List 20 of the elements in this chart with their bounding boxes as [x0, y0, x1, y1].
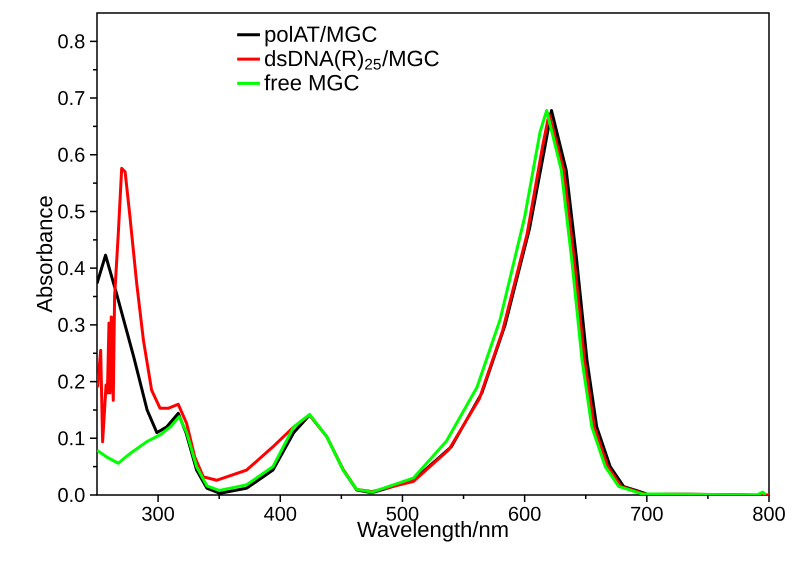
y-tick-label: 0.4 [58, 261, 85, 276]
y-tick-label: 0.5 [58, 204, 84, 219]
y-tick-label: 0.2 [58, 374, 84, 389]
legend-label: free MGC [264, 74, 359, 91]
x-tick-label: 300 [142, 506, 174, 521]
y-tick-label: 0.0 [58, 488, 84, 502]
x-tick-label: 500 [386, 506, 418, 521]
x-tick-label: 600 [508, 506, 541, 521]
y-tick-label: 0.3 [58, 318, 84, 332]
legend-label: dsDNA(R)$_{25}$/MGC [265, 50, 439, 71]
legend-label: polAT/MGC [266, 26, 377, 46]
y-tick-label: 0.7 [58, 90, 84, 106]
y-tick-label: 0.1 [58, 431, 84, 446]
y-tick-label: 0.8 [58, 34, 84, 48]
x-tick-label: 800 [753, 506, 785, 521]
x-tick-label: 400 [264, 506, 296, 521]
x-tick-label: 700 [631, 506, 663, 521]
y-tick-label: 0.6 [58, 148, 84, 162]
x-axis-title: Wavelength/nm [357, 521, 508, 542]
y-axis-title: Absorbance [36, 196, 52, 313]
